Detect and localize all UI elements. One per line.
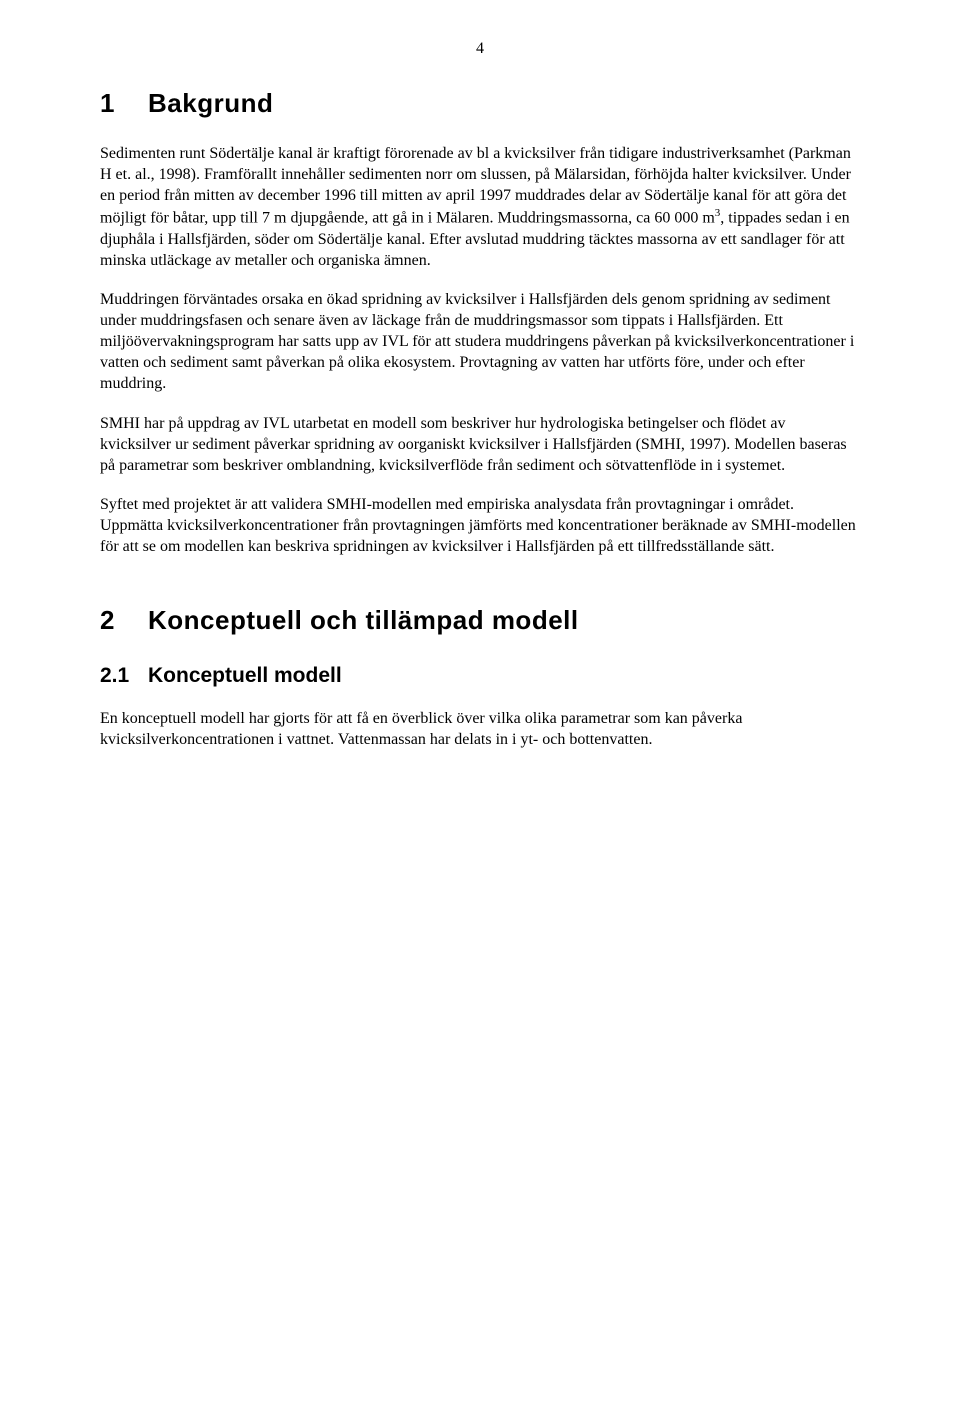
document-page: 4 1Bakgrund Sedimenten runt Södertälje k…	[0, 0, 960, 1401]
paragraph: En konceptuell modell har gjorts för att…	[100, 708, 860, 750]
paragraph: SMHI har på uppdrag av IVL utarbetat en …	[100, 413, 860, 476]
heading-text: Bakgrund	[148, 88, 273, 118]
page-number: 4	[100, 40, 860, 58]
heading-bakgrund: 1Bakgrund	[100, 88, 860, 119]
paragraph: Syftet med projektet är att validera SMH…	[100, 494, 860, 557]
paragraph: Sedimenten runt Södertälje kanal är kraf…	[100, 143, 860, 271]
heading-konceptuell-tillampad-modell: 2Konceptuell och tillämpad modell	[100, 605, 860, 636]
subheading-konceptuell-modell: 2.1Konceptuell modell	[100, 664, 860, 688]
heading-text: Konceptuell modell	[148, 664, 342, 687]
heading-number: 2	[100, 605, 148, 636]
heading-number: 2.1	[100, 664, 148, 688]
paragraph: Muddringen förväntades orsaka en ökad sp…	[100, 289, 860, 395]
heading-number: 1	[100, 88, 148, 119]
heading-text: Konceptuell och tillämpad modell	[148, 605, 579, 635]
